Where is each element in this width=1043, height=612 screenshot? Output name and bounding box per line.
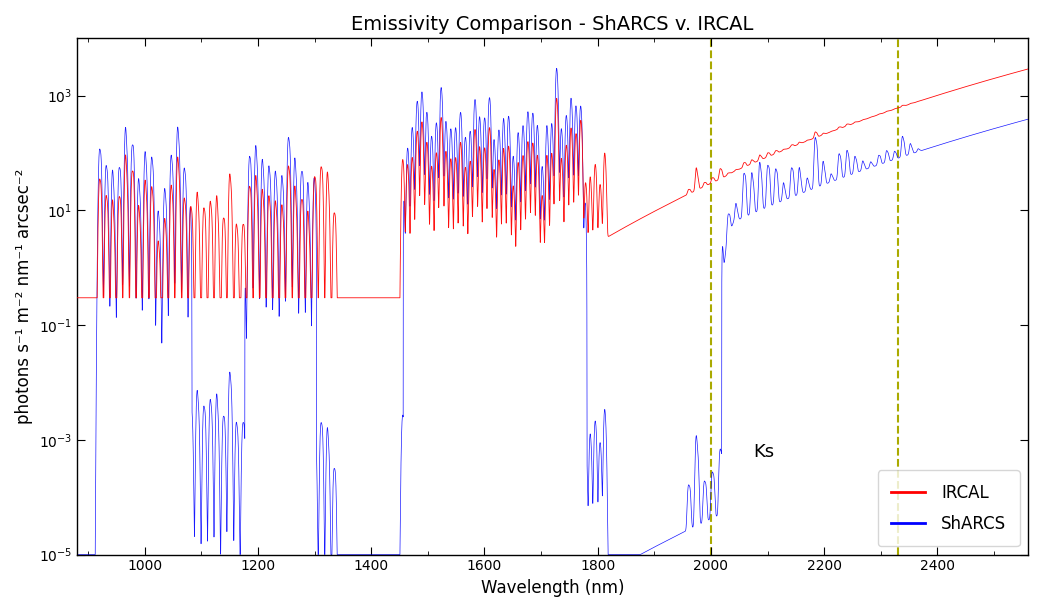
Title: Emissivity Comparison - ShARCS v. IRCAL: Emissivity Comparison - ShARCS v. IRCAL (351, 15, 754, 34)
Text: Ks: Ks (753, 443, 775, 461)
Y-axis label: photons s⁻¹ m⁻² nm⁻¹ arcsec⁻²: photons s⁻¹ m⁻² nm⁻¹ arcsec⁻² (15, 169, 33, 424)
X-axis label: Wavelength (nm): Wavelength (nm) (481, 579, 624, 597)
Legend: IRCAL, ShARCS: IRCAL, ShARCS (878, 470, 1020, 547)
